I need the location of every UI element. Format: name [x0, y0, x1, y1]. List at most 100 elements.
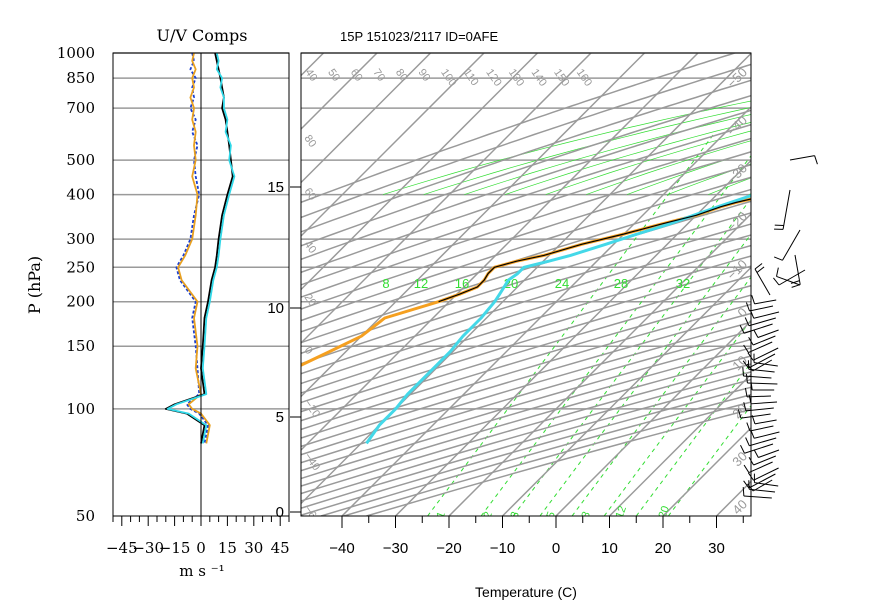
wind-barb-flag: [743, 480, 750, 489]
wind-barb-staff: [751, 401, 778, 405]
dry-adiabat: [301, 265, 751, 404]
wind-barb-flag: [748, 336, 754, 346]
right-edge-label: 10: [729, 353, 750, 374]
station-title: 15P 151023/2117 ID=0AFE: [340, 29, 499, 44]
wind-barb-flag: [742, 367, 744, 377]
uv-x-tick-label: 0: [196, 539, 206, 557]
mixing-ratio-line: [635, 362, 751, 516]
moist-adiabat: [586, 140, 751, 195]
wind-barb-staff: [749, 488, 776, 493]
wind-barb-flag: [745, 437, 750, 446]
dry-adiabat: [301, 109, 751, 261]
skew-t-panel: 40 50 60 70 80 90 100 110 120 130 140 150 1608060402…: [267, 52, 887, 600]
wind-barb-flag: [750, 381, 753, 391]
temperature-tick-label: 0: [552, 540, 560, 557]
wind-barb-flag: [754, 263, 763, 270]
dry-adiabat: [301, 321, 751, 456]
temperature-tick-label: 10: [601, 540, 618, 557]
wind-barb-flag: [776, 267, 779, 277]
wind-barb-staff: [754, 431, 780, 439]
dry-adiabat-label: 80: [393, 67, 410, 84]
wind-barb-staff: [778, 269, 806, 286]
dry-adiabat: [301, 176, 751, 322]
wind-barb-flag: [749, 309, 755, 319]
moist-adiabat: [504, 121, 751, 195]
height-tick-label: 0: [276, 504, 284, 521]
wind-barb-flag: [743, 402, 747, 412]
wind-barb-staff: [749, 425, 774, 432]
wind-barb-staff: [752, 479, 773, 492]
dry-adiabat: [301, 63, 751, 219]
height-tick-label: 10: [267, 300, 284, 317]
dry-adiabat: [301, 53, 738, 204]
uv-panel-title: U/V Comps: [156, 26, 247, 45]
isotherm: [770, 53, 887, 516]
wind-barb-flag: [746, 422, 751, 432]
isotherm: [301, 53, 592, 345]
wind-barb-staff: [753, 467, 779, 481]
uv-series: [164, 53, 236, 444]
wind-barb-staff: [748, 353, 776, 369]
isotherm: [877, 53, 887, 516]
left-edge-label: 40: [302, 239, 319, 256]
dry-adiabat: [301, 151, 751, 298]
isotherm: [301, 53, 646, 398]
wind-barb-staff: [743, 495, 772, 499]
left-edge-label: 20: [302, 292, 319, 309]
wind-barb-flag: [743, 344, 749, 353]
dry-adiabat-label: 50: [325, 67, 342, 84]
dry-adiabat: [301, 137, 751, 286]
moist-adiabat: [464, 114, 751, 195]
wind-barb-staff: [782, 229, 801, 261]
skew-t-grid: [301, 53, 887, 516]
wind-barb-staff: [748, 473, 776, 489]
wind-barb-staff: [782, 189, 791, 230]
wind-barb-flag: [751, 415, 756, 424]
wind-barb-staff: [789, 155, 815, 161]
dry-adiabat-label: 100: [438, 67, 458, 89]
wind-barb-flag: [773, 256, 783, 261]
wind-barb-flag: [751, 295, 756, 304]
isotherm: [301, 53, 539, 291]
pressure-tick-label: 200: [66, 293, 95, 311]
theta-e-label: 16: [455, 276, 469, 291]
dry-adiabat-label: 160: [574, 67, 594, 89]
dry-adiabat-label: 130: [506, 67, 526, 89]
wind-barb-flag: [773, 277, 780, 286]
pressure-tick-label: 1000: [57, 44, 95, 62]
wind-barb-staff: [794, 254, 801, 285]
dry-adiabat: [301, 212, 751, 355]
wind-barb-flag: [748, 456, 754, 466]
dry-adiabat-label: 110: [461, 67, 481, 88]
wind-barb-flag: [790, 280, 800, 284]
temperature-tick-label: −30: [383, 540, 408, 557]
theta-e-label: 12: [414, 276, 428, 291]
uv-grid: [113, 52, 751, 410]
skew-t-series-line-2: [365, 194, 751, 445]
pressure-tick-label: 850: [66, 69, 95, 87]
temperature-axis-label: Temperature (C): [475, 584, 577, 600]
isotherm: [608, 373, 751, 516]
wind-barb-staff: [754, 268, 771, 296]
isotherm: [394, 159, 751, 516]
temperature-ticks: −40 −30 −20 −10 0 10 20 30: [329, 516, 744, 557]
wind-barb-flag: [753, 329, 759, 338]
wind-barb-flag: [756, 266, 765, 273]
left-edge-label: 60: [302, 186, 319, 203]
height-tick-label: 15: [267, 179, 284, 196]
uv-series-line-1: [177, 53, 211, 444]
dry-adiabat-label: 90: [416, 67, 433, 84]
pressure-tick-label: 300: [66, 230, 95, 248]
wind-barb-flag: [745, 302, 750, 312]
wind-barb-staff: [758, 449, 780, 458]
pressure-tick-labels: 50 100 150 200 250 300 400 500 700 850 1000: [57, 44, 95, 525]
wind-barb-staff: [754, 299, 777, 305]
dry-adiabat-label: 70: [370, 67, 387, 84]
wind-barb-flag: [737, 409, 742, 419]
mixing-ratio-line: [427, 131, 716, 516]
wind-barb-flag: [742, 487, 745, 497]
isotherm: [301, 53, 485, 238]
mixing-ratio-label: 12: [614, 504, 629, 520]
wind-barb-staff: [740, 413, 771, 419]
wind-barb-flag: [747, 352, 754, 361]
